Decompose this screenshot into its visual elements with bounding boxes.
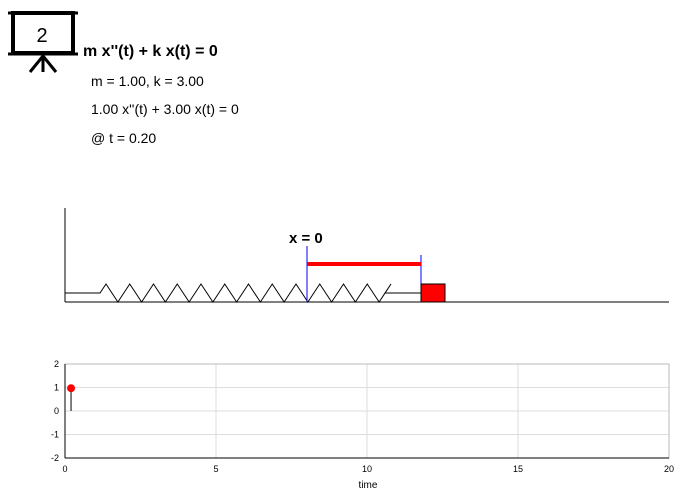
y-tick-label: 0 [54,406,59,416]
y-tick-label: -1 [51,430,59,440]
general-equation: m x''(t) + k x(t) = 0 [83,43,218,60]
x-tick-label: 10 [362,464,372,474]
y-tick-label: 1 [54,383,59,393]
specific-equation: 1.00 x''(t) + 3.00 x(t) = 0 [91,101,239,117]
mass-block [420,283,446,303]
spring-diagram: x = 0 [64,208,669,303]
plot-series [67,384,76,411]
time-series-plot: 0 5 10 15 20 210-1-2 time [51,359,674,491]
x-tick-label: 15 [513,464,523,474]
board-leg-right [41,55,58,73]
x-tick-label: 20 [664,464,674,474]
y-tick-label: -2 [51,453,59,463]
badge-number: 2 [36,25,47,47]
y-tick-labels: 2 1 0 -1 -2 [51,359,59,463]
board-leg-left [28,55,45,73]
spring [65,283,421,303]
x-tick-labels: 0 5 10 15 20 [62,464,674,474]
y-tick-label: 2 [54,359,59,369]
x-axis-label: time [359,480,378,491]
x-tick-label: 5 [213,464,218,474]
plot-grid [64,363,670,459]
presentation-board-icon[interactable]: 2 [8,11,78,73]
current-point-marker [67,384,76,393]
x-tick-label: 0 [62,464,67,474]
equilibrium-label: x = 0 [289,230,323,247]
parameters-text: m = 1.00, k = 3.00 [91,73,204,89]
time-readout: @ t = 0.20 [91,130,156,146]
